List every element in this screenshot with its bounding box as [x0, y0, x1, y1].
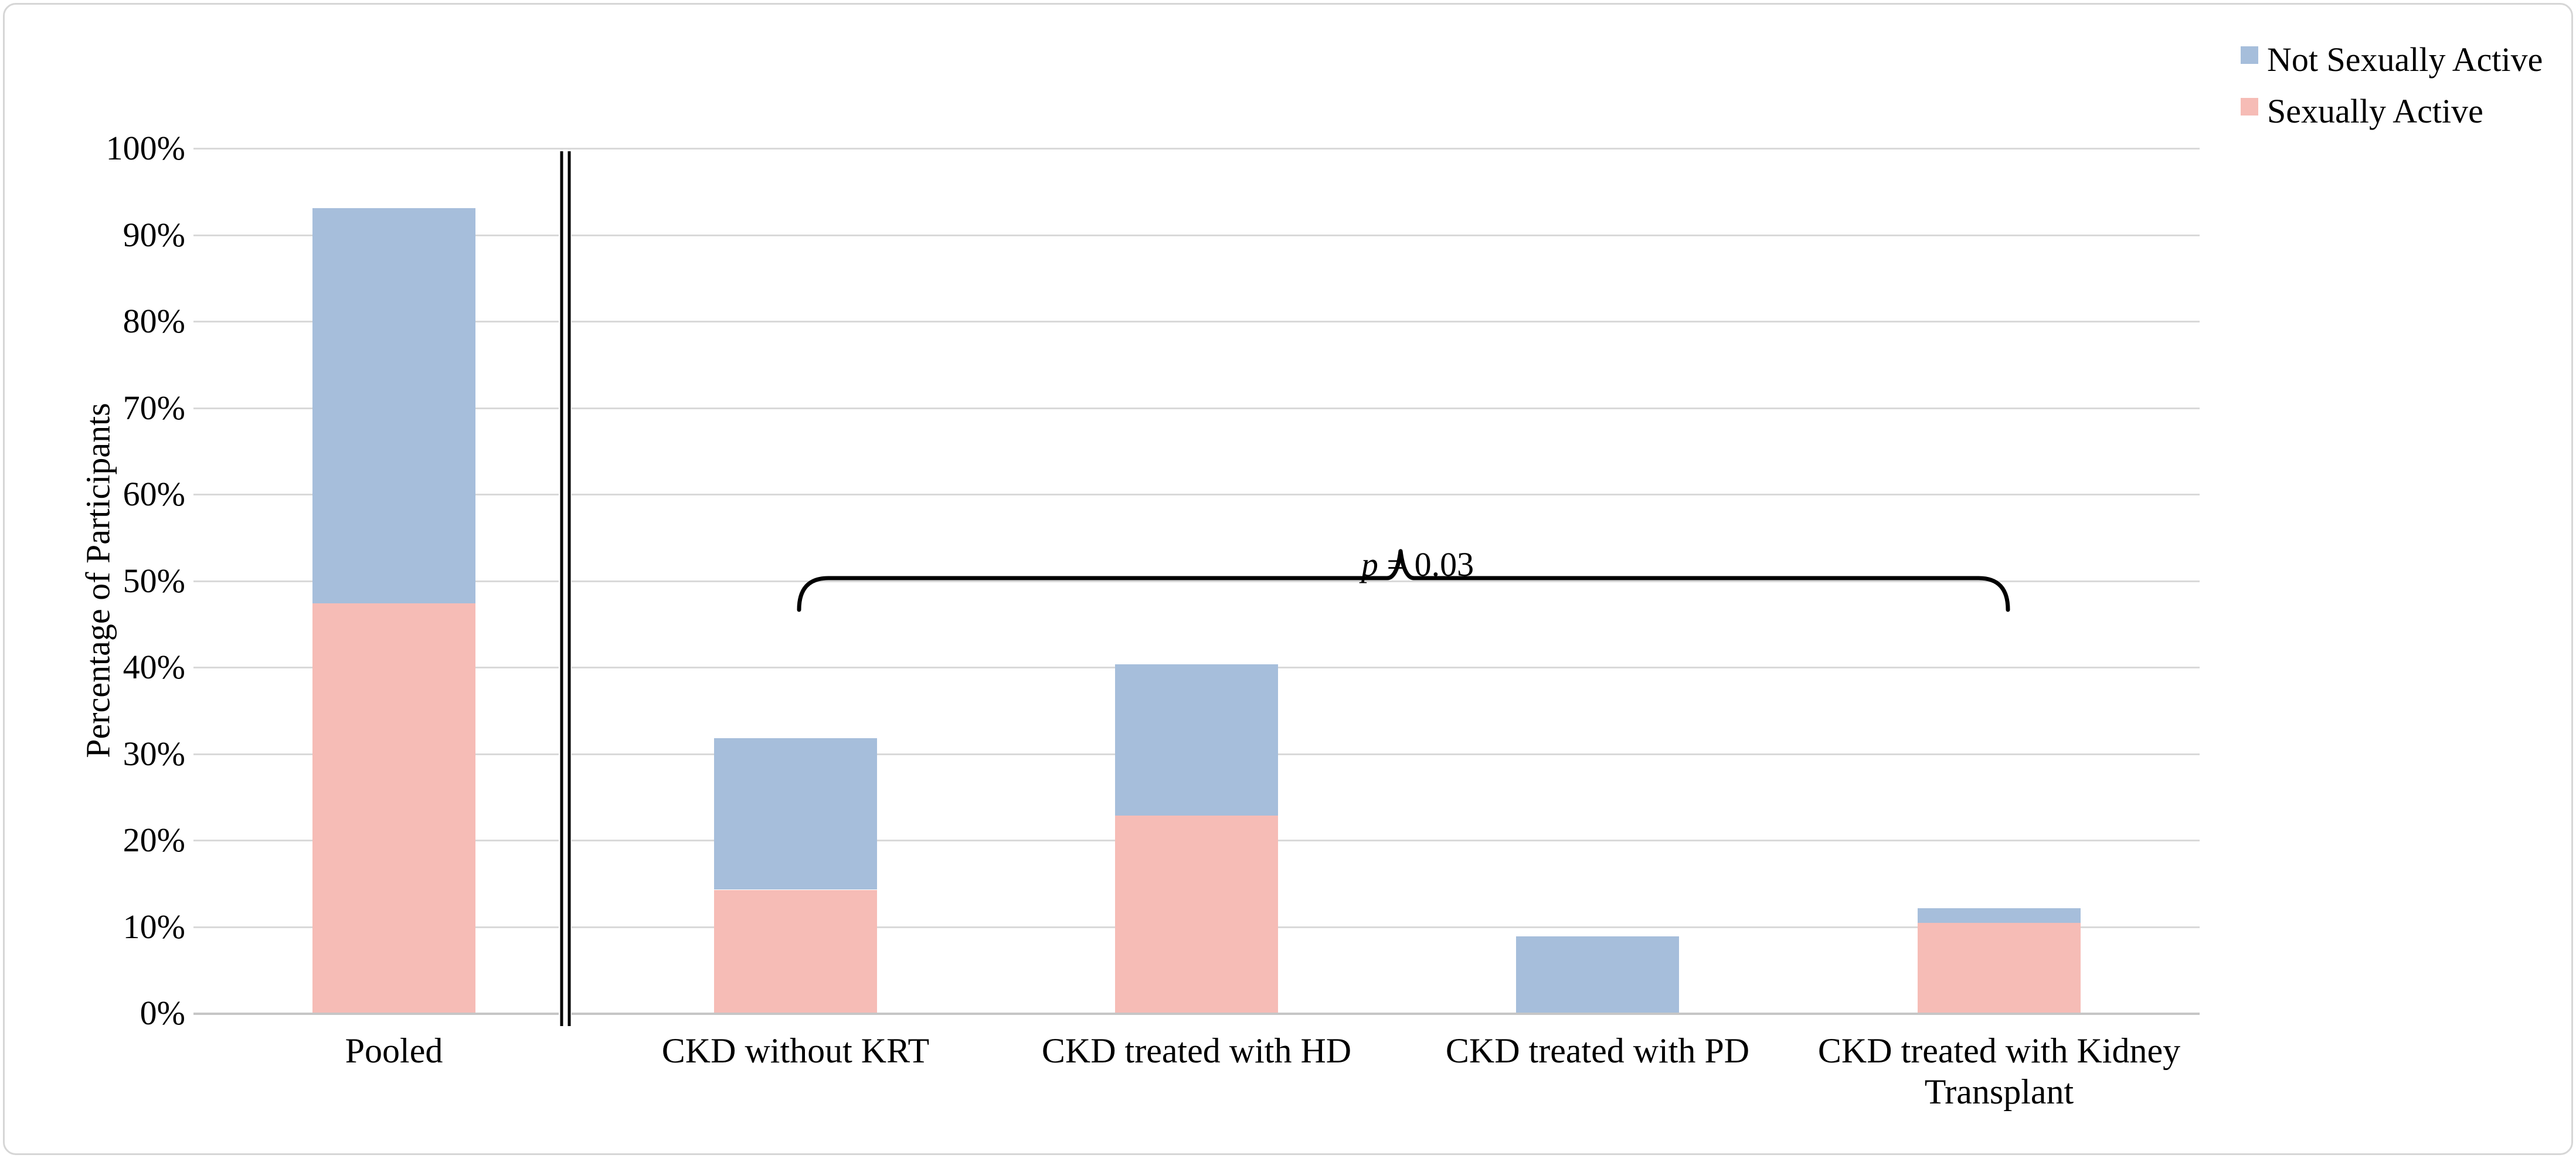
p-value-label: p = 0.03	[1327, 505, 1474, 623]
gridline	[193, 235, 2200, 236]
x-axis-label: Pooled	[345, 1031, 443, 1070]
gridline	[193, 321, 2200, 322]
y-tick-label: 50%	[123, 562, 185, 600]
bar-segment-sexually-active	[1918, 923, 2081, 1013]
x-axis-label: CKD treated with HD	[1041, 1031, 1352, 1070]
y-tick-label: 70%	[123, 389, 185, 427]
bar-segment-not-sexually-active	[714, 738, 877, 889]
legend-swatch-not-sexually-active	[2241, 46, 2258, 64]
gridline	[193, 1013, 2200, 1015]
y-tick-label: 100%	[106, 129, 185, 167]
bar-segment-sexually-active	[1115, 816, 1278, 1013]
bar-segment-sexually-active	[312, 603, 475, 1013]
gridline	[193, 580, 2200, 582]
legend-item: Sexually Active	[2241, 93, 2543, 130]
bar-segment-not-sexually-active	[312, 208, 475, 603]
y-tick-label: 60%	[123, 475, 185, 513]
bar-segment-not-sexually-active	[1516, 936, 1679, 1013]
y-tick-label: 90%	[123, 216, 185, 254]
legend-swatch-sexually-active	[2241, 98, 2258, 116]
x-axis-label: CKD treated with Kidney Transplant	[1817, 1031, 2181, 1111]
gridline	[193, 494, 2200, 495]
x-axis-label: CKD treated with PD	[1445, 1031, 1750, 1070]
y-tick-label: 40%	[123, 648, 185, 686]
y-tick-label: 80%	[123, 302, 185, 340]
p-value-symbol: p	[1361, 545, 1378, 583]
x-axis-label: CKD without KRT	[661, 1031, 930, 1070]
y-tick-label: 10%	[123, 908, 185, 946]
legend-label: Sexually Active	[2267, 92, 2483, 130]
bar-segment-not-sexually-active	[1115, 664, 1278, 816]
y-tick-label: 30%	[123, 735, 185, 773]
y-tick-label: 20%	[123, 821, 185, 859]
legend-item: Not Sexually Active	[2241, 41, 2543, 79]
p-value-text: = 0.03	[1378, 545, 1474, 583]
gridline	[193, 148, 2200, 150]
legend-label: Not Sexually Active	[2267, 40, 2543, 79]
y-tick-label: 0%	[140, 994, 185, 1032]
bar-segment-sexually-active	[714, 890, 877, 1013]
gridline	[193, 407, 2200, 409]
legend: Not Sexually Active Sexually Active	[2241, 41, 2543, 130]
bar-segment-not-sexually-active	[1918, 908, 2081, 923]
chart-border	[3, 3, 2573, 1155]
